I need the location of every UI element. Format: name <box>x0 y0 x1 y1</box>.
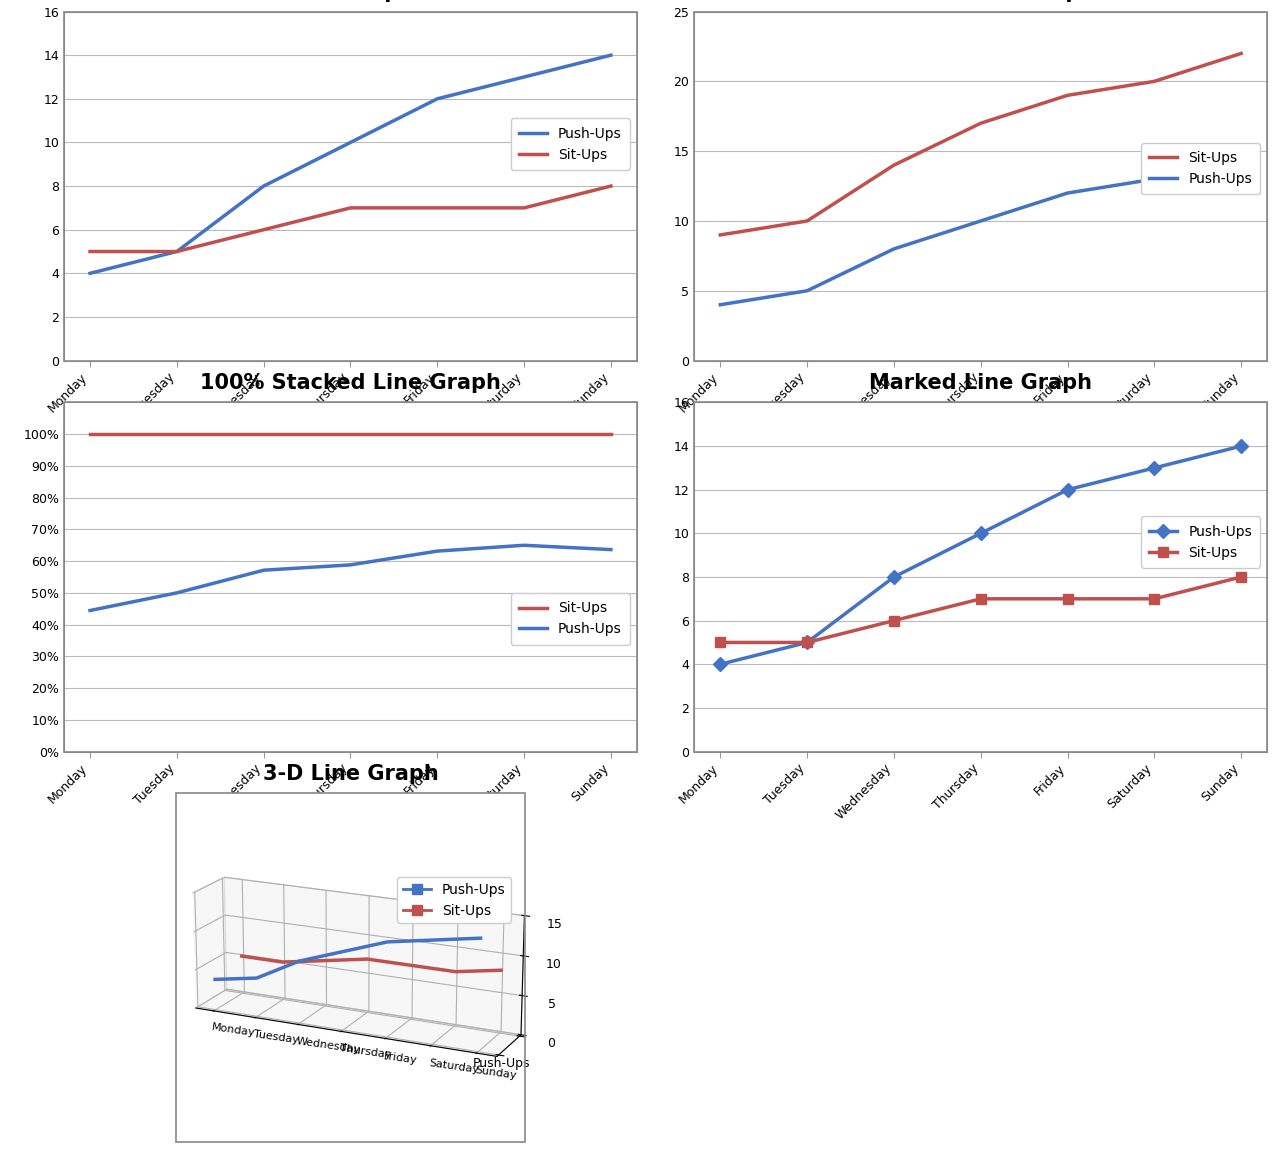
Title: Stacked Line Graph: Stacked Line Graph <box>867 0 1096 1</box>
Title: Line Graph: Line Graph <box>287 0 415 1</box>
Title: Marked Line Graph: Marked Line Graph <box>869 373 1092 392</box>
Legend: Push-Ups, Sit-Ups: Push-Ups, Sit-Ups <box>1140 516 1261 568</box>
Legend: Push-Ups, Sit-Ups: Push-Ups, Sit-Ups <box>397 877 511 923</box>
Title: 100% Stacked Line Graph: 100% Stacked Line Graph <box>200 373 500 392</box>
Legend: Push-Ups, Sit-Ups: Push-Ups, Sit-Ups <box>511 119 630 170</box>
Legend: Sit-Ups, Push-Ups: Sit-Ups, Push-Ups <box>1140 143 1261 194</box>
Title: 3-D Line Graph: 3-D Line Graph <box>262 764 438 784</box>
Legend: Sit-Ups, Push-Ups: Sit-Ups, Push-Ups <box>511 593 630 645</box>
